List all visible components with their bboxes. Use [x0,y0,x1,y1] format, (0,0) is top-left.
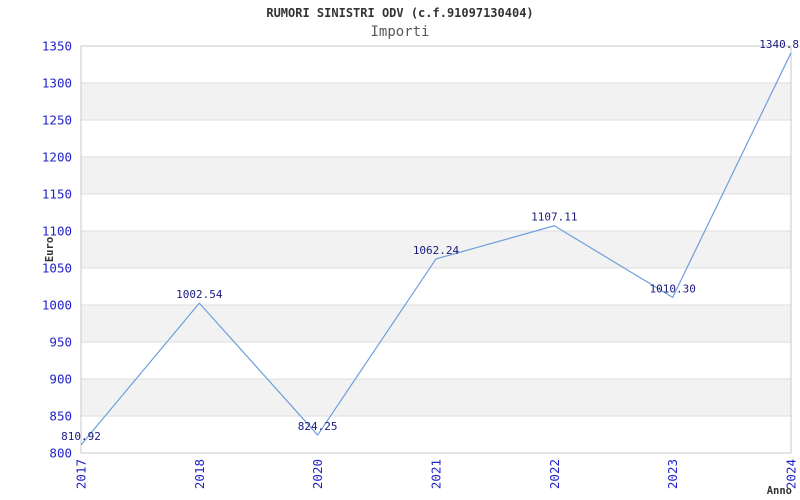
x-tick-label: 2021 [429,459,444,489]
data-point-label: 824.25 [298,420,338,433]
x-tick-label: 2022 [547,459,562,489]
plot-band [81,231,791,268]
y-tick-label: 1350 [42,39,72,54]
y-tick-label: 1100 [42,224,72,239]
plot-band [81,83,791,120]
data-point-label: 1107.11 [531,211,577,224]
x-tick-label: 2023 [665,459,680,489]
data-point-label: 1340.8 [759,38,799,51]
x-tick-label: 2017 [74,459,89,489]
plot-band [81,305,791,342]
y-axis-title: Euro [44,237,56,262]
y-tick-label: 1150 [42,187,72,202]
chart-title: RUMORI SINISTRI ODV (c.f.91097130404) [266,6,534,20]
y-tick-label: 950 [49,335,72,350]
y-tick-label: 900 [49,372,72,387]
data-point-label: 810.92 [61,430,101,443]
data-point-label: 1002.54 [176,288,223,301]
plot-border [80,45,792,454]
plot-band [81,157,791,194]
y-tick-label: 1250 [42,113,72,128]
plot-band [81,379,791,416]
y-tick-label: 850 [49,409,72,424]
y-tick-label: 1050 [42,261,72,276]
x-tick-label: 2020 [310,459,325,489]
y-tick-label: 800 [49,446,72,461]
data-line [80,52,792,446]
data-point-label: 1062.24 [413,244,460,257]
x-tick-label: 2018 [192,459,207,489]
y-tick-label: 1200 [42,150,72,165]
y-tick-label: 1000 [42,298,72,313]
chart-subtitle: Importi [370,24,430,40]
y-tick-label: 1300 [42,76,72,91]
x-axis-title: Anno [767,485,792,497]
data-point-label: 1010.30 [649,282,695,295]
x-tick-label: 2024 [784,459,799,489]
